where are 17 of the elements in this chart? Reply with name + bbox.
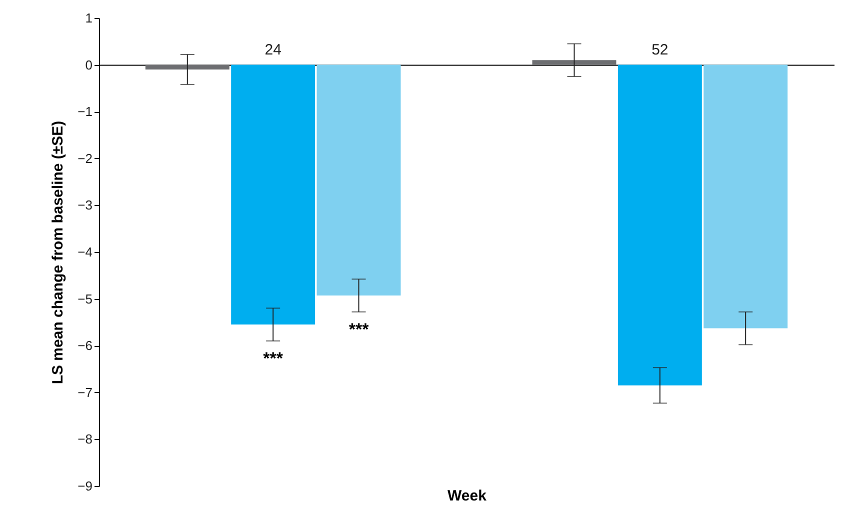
x-tick-label: 52	[652, 41, 668, 58]
y-tick-label: 0	[85, 57, 92, 72]
annotation: ***	[348, 320, 370, 339]
y-tick-label: −6	[78, 338, 92, 354]
y-tick-label: −8	[78, 432, 92, 447]
annotation: ***	[263, 348, 284, 368]
y-axis-title: LS mean change from baseline (±SE)	[50, 120, 67, 384]
y-tick-label: −3	[78, 198, 92, 213]
y-tick-label: −1	[78, 104, 92, 120]
y-tick-label: −4	[78, 244, 92, 260]
x-tick-label: 24	[264, 41, 282, 58]
x-axis-title: Week	[448, 488, 488, 504]
y-tick-label: −2	[78, 150, 92, 166]
y-tick-label: 1	[85, 10, 92, 26]
y-tick-label: −5	[78, 291, 92, 306]
y-tick-label: −9	[78, 478, 92, 494]
y-tick-label: −7	[78, 384, 92, 400]
